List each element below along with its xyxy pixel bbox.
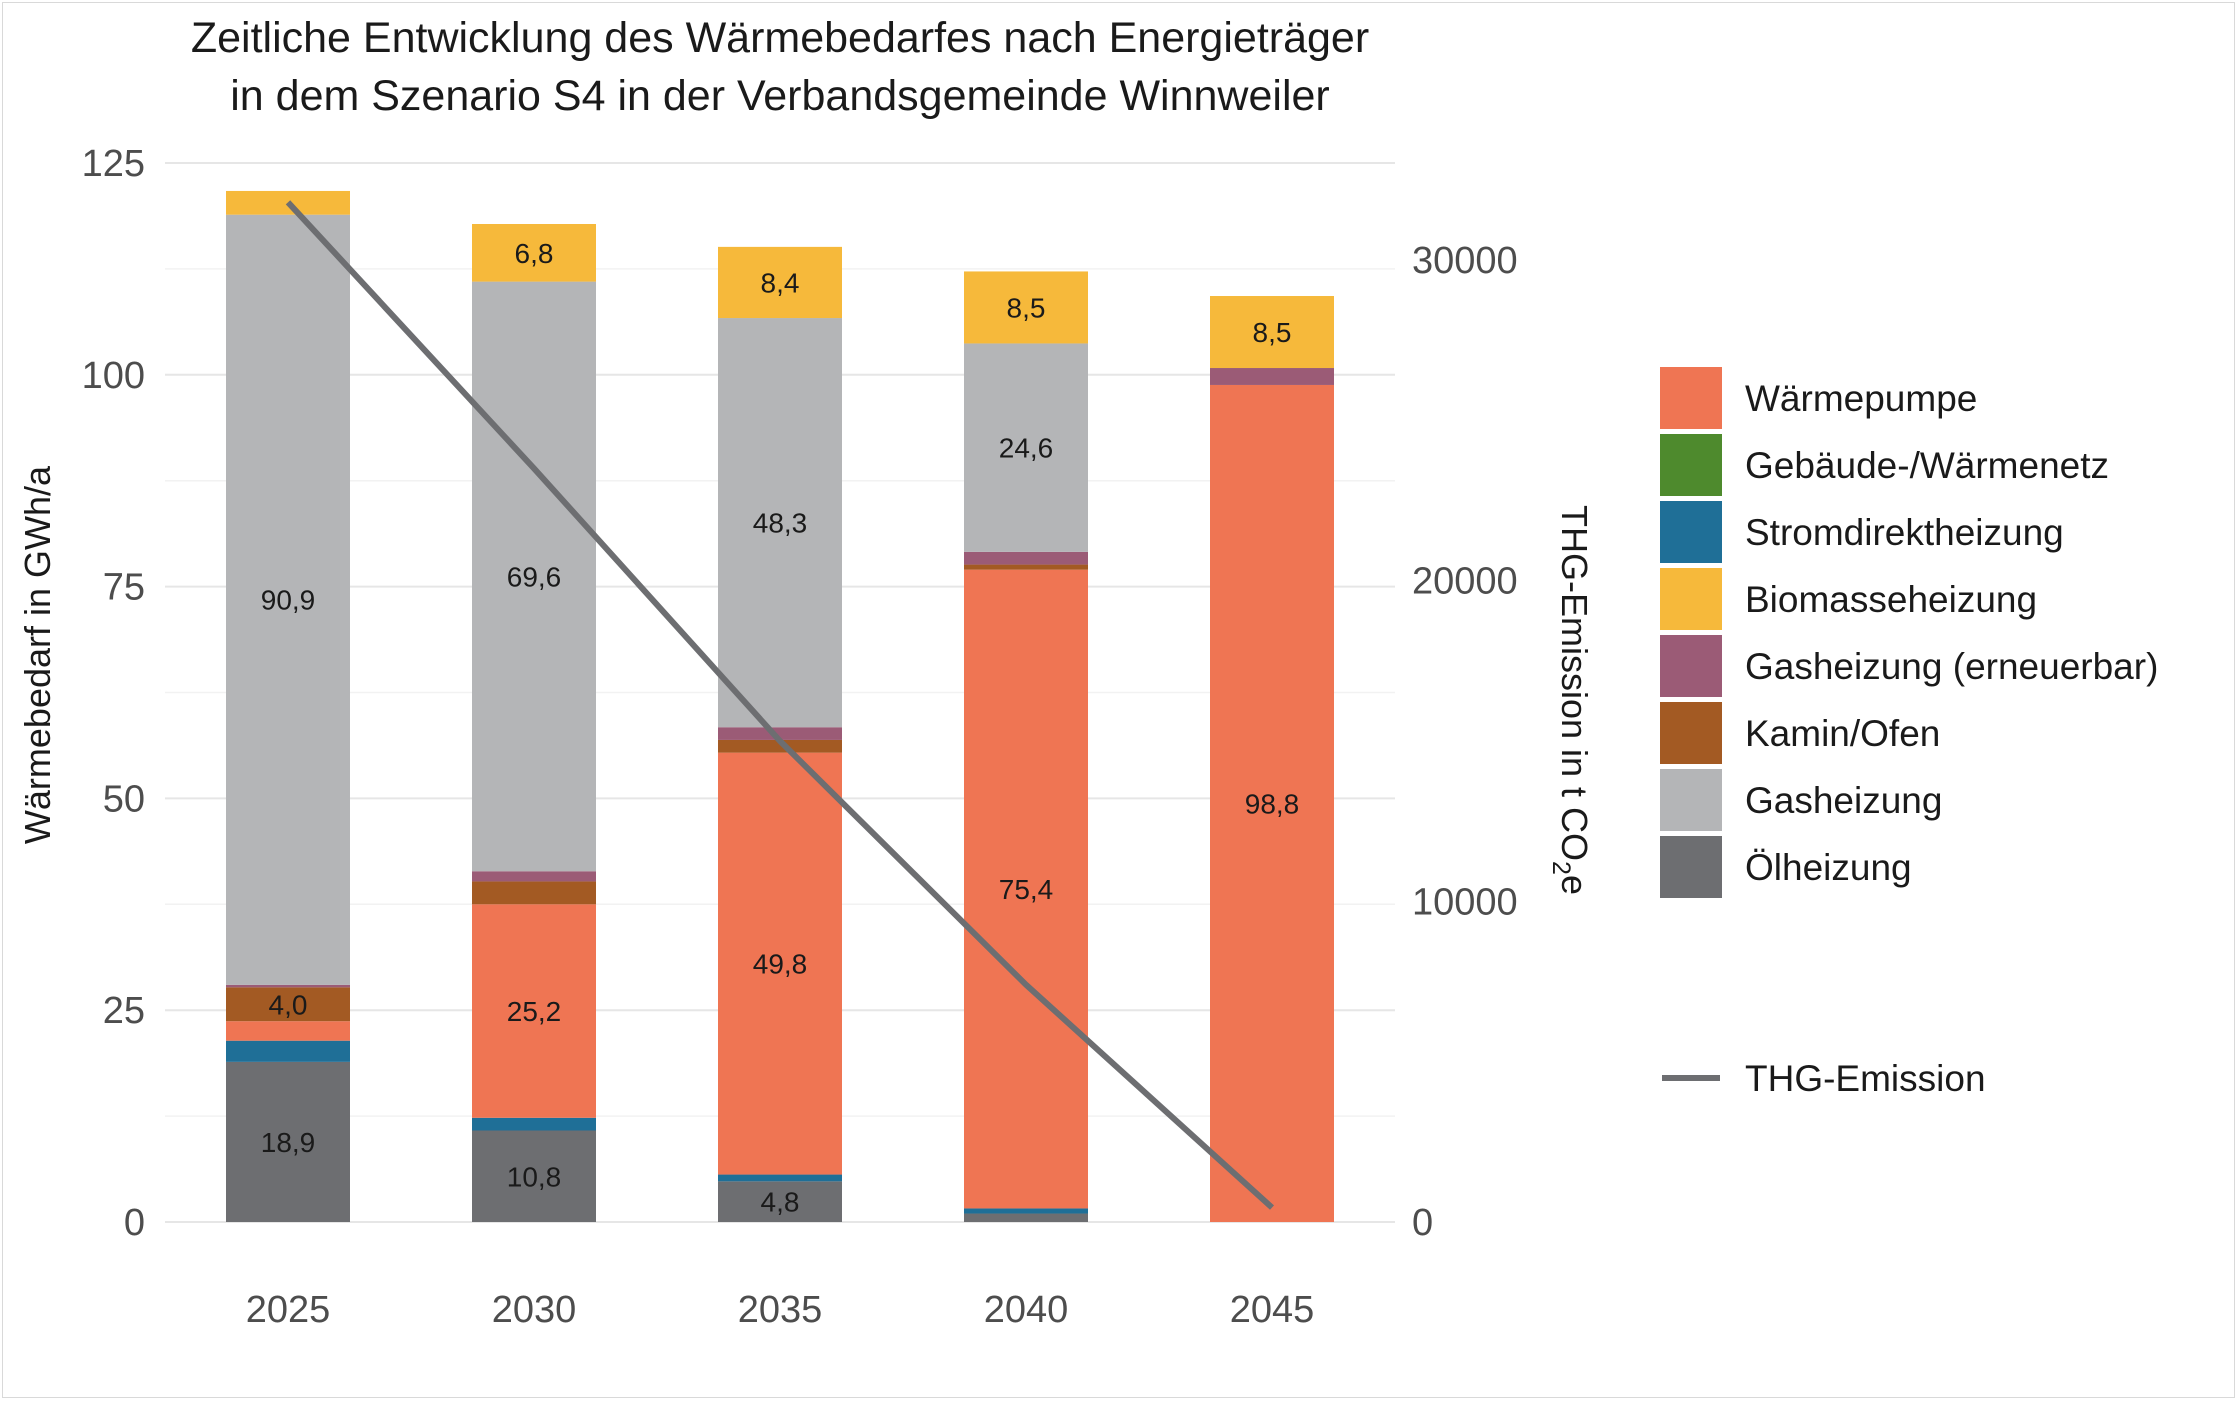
- legend-label: Gasheizung: [1745, 780, 1942, 821]
- bar-segment: [964, 271, 1088, 344]
- bar-segment: [1210, 384, 1334, 1222]
- legend-label: Ölheizung: [1745, 847, 1912, 888]
- legend-swatch: [1660, 769, 1722, 831]
- y2-tick-label: 10000: [1412, 881, 1518, 923]
- x-tick-label: 2040: [984, 1289, 1069, 1331]
- legend-swatch: [1660, 367, 1722, 429]
- data-label: 8,5: [1253, 317, 1292, 348]
- bar-segment: [718, 1174, 842, 1182]
- x-axis-ticks: 2025 2030 2035 2040 2045: [246, 1289, 1315, 1331]
- bar-segment: [472, 871, 596, 882]
- y2-axis-title-sub: 2: [1547, 861, 1575, 875]
- legend-swatch: [1660, 702, 1722, 764]
- bar-segment: [226, 1061, 350, 1222]
- data-label: 75,4: [999, 874, 1054, 905]
- y-axis-ticks: 0 25 50 75 100 125: [82, 143, 145, 1244]
- legend-label: Kamin/Ofen: [1745, 713, 1940, 754]
- bar-segment: [964, 1213, 1088, 1222]
- x-tick-label: 2030: [492, 1289, 577, 1331]
- data-label: 4,0: [269, 989, 308, 1020]
- legend-line-label: THG-Emission: [1745, 1058, 1986, 1099]
- data-label: 4,8: [761, 1187, 800, 1218]
- bar-segment: [964, 1208, 1088, 1214]
- y-axis-title: Wärmebedarf in GWh/a: [17, 465, 58, 844]
- y2-tick-label: 20000: [1412, 561, 1518, 603]
- emission-line: [285, 200, 1275, 1210]
- bar-segment: [1210, 296, 1334, 369]
- data-label: 69,6: [507, 561, 562, 592]
- data-label: 48,3: [753, 508, 808, 539]
- bar-segment: [964, 564, 1088, 570]
- legend-swatch: [1660, 836, 1722, 898]
- legend-swatch: [1660, 434, 1722, 496]
- y2-axis-title-tail: e: [1554, 875, 1595, 895]
- data-label: 8,5: [1007, 292, 1046, 323]
- legend-label: Gasheizung (erneuerbar): [1745, 646, 2158, 687]
- bar-segment: [718, 246, 842, 319]
- data-label: 8,4: [761, 267, 800, 298]
- emission-line-path: [285, 200, 1275, 1210]
- bar-segment: [964, 569, 1088, 1209]
- y-tick-label: 50: [103, 778, 145, 820]
- bar-segment: [472, 281, 596, 872]
- bar-segment: [964, 343, 1088, 552]
- data-label: 25,2: [507, 996, 562, 1027]
- chart-title-line-1: Zeitliche Entwicklung des Wärmebedarfes …: [191, 14, 1369, 62]
- bar-segment: [226, 1021, 350, 1041]
- data-label: 6,8: [515, 238, 554, 269]
- y-tick-label: 100: [82, 355, 145, 397]
- legend-label: Biomasseheizung: [1745, 579, 2037, 620]
- bar-segment: [472, 881, 596, 905]
- bar-segment: [226, 214, 350, 985]
- y2-axis-title: THG-Emission in t CO2e: [1547, 505, 1595, 895]
- legend: Wärmepumpe Gebäude-/Wärmenetz Stromdirekth…: [1660, 367, 2158, 1099]
- chart-title-line-2: in dem Szenario S4 in der Verbandsgemein…: [230, 72, 1330, 120]
- data-label: 49,8: [753, 949, 808, 980]
- y-tick-label: 75: [103, 567, 145, 609]
- y2-tick-label: 0: [1412, 1202, 1433, 1244]
- y2-tick-label: 30000: [1412, 240, 1518, 282]
- data-label: 10,8: [507, 1161, 562, 1192]
- legend-label: Stromdirektheizung: [1745, 512, 2064, 553]
- legend-label: Gebäude-/Wärmenetz: [1745, 445, 2109, 486]
- data-label: 98,8: [1245, 788, 1300, 819]
- bar-segment: [718, 752, 842, 1175]
- bar-segment: [472, 904, 596, 1118]
- bar-segment: [718, 1181, 842, 1222]
- data-labels: 18,9 4,0 90,9 10,8 25,2 69,6 6,8 4,8 49,8 48,3 8,4…: [261, 238, 1300, 1218]
- x-tick-label: 2035: [738, 1289, 823, 1331]
- y2-axis-ticks: 0 10000 20000 30000: [1412, 240, 1518, 1244]
- y-tick-label: 25: [103, 990, 145, 1032]
- legend-label: Wärmepumpe: [1745, 378, 1977, 419]
- y-tick-label: 0: [124, 1202, 145, 1244]
- legend-swatch: [1660, 635, 1722, 697]
- x-tick-label: 2045: [1230, 1289, 1315, 1331]
- bar-segment: [226, 984, 350, 988]
- bar-segment: [718, 727, 842, 740]
- data-label: 24,6: [999, 433, 1054, 464]
- x-tick-label: 2025: [246, 1289, 331, 1331]
- bar-segment: [718, 739, 842, 753]
- bar-segment: [472, 1130, 596, 1222]
- data-label: 18,9: [261, 1127, 316, 1158]
- bar-segment: [226, 1040, 350, 1062]
- stacked-bars: [226, 190, 1334, 1222]
- bar-segment: [1210, 368, 1334, 385]
- legend-swatch: [1660, 568, 1722, 630]
- bar-segment: [226, 987, 350, 1022]
- bar-segment: [472, 223, 596, 282]
- y2-axis-title-main: THG-Emission in t CO: [1554, 505, 1595, 861]
- bar-segment: [472, 1117, 596, 1131]
- legend-swatch: [1660, 501, 1722, 563]
- y-tick-label: 125: [82, 143, 145, 185]
- bar-segment: [964, 551, 1088, 565]
- data-label: 90,9: [261, 585, 316, 616]
- bar-segment: [718, 318, 842, 728]
